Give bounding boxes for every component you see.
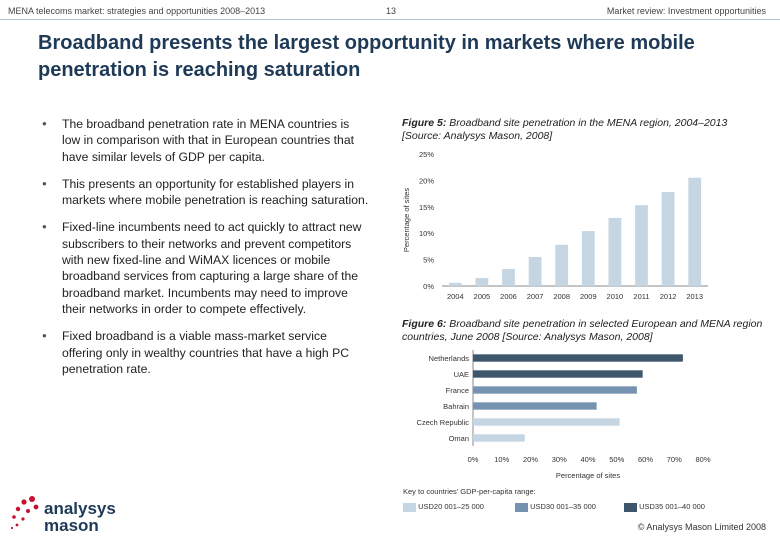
y-axis-title: Percentage of sites — [402, 188, 411, 252]
bar — [608, 217, 622, 286]
x-tick-label: 2011 — [633, 292, 649, 301]
x-tick-label: 60% — [638, 455, 653, 464]
figure5-chart: 0% 5% 10% 15% 20% 25% Percentage of sites 2004 2… — [402, 150, 708, 301]
y-tick-label: 10% — [419, 229, 434, 238]
page-title: Broadband presents the largest opportuni… — [38, 32, 695, 81]
y-tick-label: 15% — [419, 203, 434, 212]
x-tick-label: 2009 — [580, 292, 597, 301]
logo-line2: mason — [44, 516, 99, 535]
bar — [473, 354, 683, 362]
header-divider — [0, 19, 780, 20]
header-document-title: MENA telecoms market: strategies and opp… — [8, 6, 266, 16]
x-tick-label: 40% — [580, 455, 595, 464]
x-tick-label: 10% — [494, 455, 509, 464]
analysys-mason-logo-dots-icon — [10, 496, 39, 530]
figure5-caption: Figure 5: Broadband site penetration in … — [402, 117, 742, 143]
copyright-notice: © Analysys Mason Limited 2008 — [637, 522, 766, 532]
y-category-label: Netherlands — [429, 354, 470, 363]
x-tick-label: 80% — [695, 455, 710, 464]
bar — [688, 177, 702, 286]
legend-title: Key to countries' GDP-per-capita range: — [403, 487, 536, 496]
x-axis-title: Percentage of sites — [556, 471, 620, 480]
x-tick-label: 50% — [609, 455, 624, 464]
x-tick-label: 2005 — [474, 292, 491, 301]
bar — [473, 418, 620, 426]
bar — [473, 370, 643, 378]
header-section-title: Market review: Investment opportunities — [606, 6, 766, 16]
x-tick-label: 2012 — [660, 292, 677, 301]
bullet-item: This presents an opportunity for establi… — [40, 176, 370, 209]
bar — [502, 269, 515, 286]
bar — [528, 256, 542, 286]
y-category-label: Oman — [449, 434, 469, 443]
x-tick-label: 70% — [667, 455, 682, 464]
figure6-chart: Netherlands UAE France Bahrain Czech Republi… — [416, 350, 711, 480]
bar — [473, 402, 597, 410]
page-number: 13 — [386, 6, 397, 16]
bullet-item: Fixed-line incumbents need to act quickl… — [40, 219, 370, 317]
bar — [635, 205, 648, 286]
bar — [475, 278, 489, 286]
figure6-plot: Netherlands UAE France Bahrain Czech Republi… — [416, 350, 711, 480]
y-category-label: Czech Republic — [416, 418, 469, 427]
legend-label: USD35 001–40 000 — [639, 502, 705, 511]
bar — [581, 231, 595, 286]
bar — [448, 282, 462, 286]
x-tick-label: 2004 — [447, 292, 464, 301]
legend-swatch — [515, 502, 528, 512]
figure5-caption-text: Broadband site penetration in the MENA r… — [402, 117, 728, 142]
x-tick-label: 0% — [468, 455, 479, 464]
figure5-plot: 0% 5% 10% 15% 20% 25% Percentage of sites 2004 2… — [402, 150, 708, 301]
bullet-item: The broadband penetration rate in MENA c… — [40, 116, 370, 165]
bar — [555, 244, 569, 286]
legend-item: USD35 001–40 000 — [624, 502, 705, 512]
legend-swatch — [403, 502, 416, 512]
x-tick-label: 30% — [552, 455, 567, 464]
x-tick-label: 2010 — [607, 292, 624, 301]
legend-item: USD20 001–25 000 — [403, 502, 484, 512]
x-tick-label: 2006 — [500, 292, 517, 301]
figure6-label: Figure 6: — [402, 318, 447, 330]
x-tick-label: 2008 — [553, 292, 570, 301]
bullet-list: The broadband penetration rate in MENA c… — [40, 116, 370, 388]
bullet-item: Fixed broadband is a viable mass-market … — [40, 328, 370, 377]
x-tick-label: 2013 — [686, 292, 703, 301]
legend-item: USD30 001–35 000 — [515, 502, 596, 512]
y-category-label: UAE — [454, 370, 469, 379]
legend-swatch — [624, 502, 637, 512]
bar — [661, 192, 675, 286]
y-tick-label: 5% — [423, 256, 434, 265]
figure6-caption: Figure 6: Broadband site penetration in … — [402, 318, 772, 344]
bar — [473, 386, 637, 394]
y-category-label: France — [446, 386, 469, 395]
y-tick-label: 20% — [419, 176, 434, 185]
figure6-caption-text: Broadband site penetration in selected E… — [402, 318, 763, 343]
logo-line1: analysys — [44, 499, 116, 518]
legend-label: USD30 001–35 000 — [530, 502, 596, 511]
y-tick-label: 0% — [423, 282, 434, 291]
y-category-label: Bahrain — [443, 402, 469, 411]
y-tick-label: 25% — [419, 150, 434, 159]
bar — [473, 434, 525, 442]
x-tick-label: 20% — [523, 455, 538, 464]
logo-wordmark: analysys mason — [44, 500, 116, 534]
legend-label: USD20 001–25 000 — [418, 502, 484, 511]
x-tick-label: 2007 — [527, 292, 544, 301]
figure5-label: Figure 5: — [402, 117, 447, 129]
